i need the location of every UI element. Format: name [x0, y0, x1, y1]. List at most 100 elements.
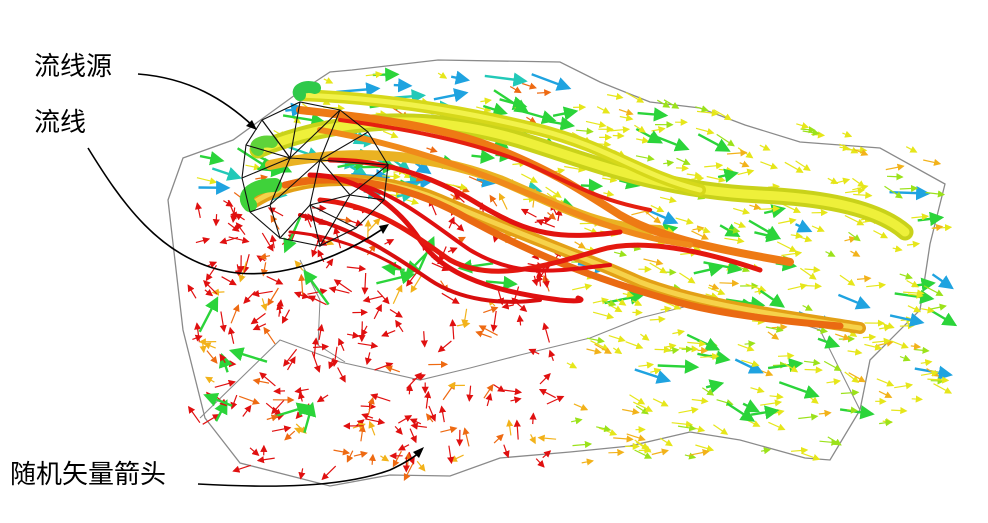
vector-arrow-icon	[636, 136, 650, 144]
vector-arrow-icon	[852, 184, 869, 192]
vector-arrow-icon	[203, 280, 218, 295]
vector-arrow-icon	[243, 290, 256, 304]
vector-arrow-icon	[328, 357, 335, 370]
vector-arrow-icon	[461, 308, 469, 327]
vector-arrow-icon	[696, 109, 719, 117]
vector-arrow-icon	[718, 166, 734, 174]
vector-arrow-icon	[892, 245, 903, 253]
vector-arrow-icon	[844, 371, 860, 384]
vector-arrow-icon	[594, 343, 612, 354]
vector-arrow-icon	[509, 85, 522, 94]
vector-arrow-icon	[194, 202, 203, 219]
vector-arrow-icon	[842, 130, 853, 138]
vector-arrow-icon	[739, 160, 750, 168]
vector-arrow-icon	[376, 270, 416, 285]
vector-arrow-icon	[546, 395, 565, 405]
vector-arrow-icon	[483, 306, 499, 314]
vector-arrow-icon	[230, 394, 238, 410]
vector-arrow-icon	[790, 231, 803, 240]
vector-arrow-icon	[194, 322, 202, 343]
vector-arrow-icon	[506, 419, 514, 436]
vector-arrow-icon	[890, 340, 909, 349]
vector-arrow-icon	[754, 228, 781, 243]
vector-arrow-icon	[914, 365, 953, 380]
vector-arrow-icon	[234, 213, 245, 221]
vector-arrow-icon	[536, 270, 544, 287]
vector-arrow-icon	[615, 298, 627, 306]
vector-arrow-icon	[283, 216, 302, 254]
vector-arrow-icon	[744, 340, 756, 348]
vector-arrow-icon	[876, 378, 895, 387]
vector-arrow-icon	[827, 436, 842, 446]
vector-arrow-icon	[397, 415, 413, 424]
vector-arrow-icon	[839, 274, 856, 286]
vector-arrow-icon	[537, 434, 557, 442]
vector-arrow-icon	[878, 390, 893, 398]
vector-arrow-icon	[695, 105, 709, 113]
vector-arrow-icon	[333, 279, 353, 293]
vector-arrow-icon	[528, 348, 540, 356]
vector-arrow-icon	[914, 346, 930, 354]
vector-arrow-icon	[482, 102, 508, 117]
vector-arrow-icon	[453, 221, 465, 232]
vector-arrow-icon	[381, 330, 396, 337]
vector-arrow-icon	[894, 382, 914, 390]
vector-arrow-icon	[485, 275, 518, 291]
vector-arrow-icon	[911, 395, 923, 403]
vector-arrow-icon	[759, 289, 785, 308]
vector-arrow-icon	[311, 352, 321, 373]
vector-arrow-icon	[767, 331, 780, 340]
vector-arrow-icon	[357, 341, 379, 349]
vector-arrow-icon	[613, 250, 628, 258]
vector-arrow-icon	[581, 458, 594, 466]
vector-arrow-icon	[572, 283, 593, 291]
vector-arrow-icon	[502, 444, 510, 459]
vector-arrow-icon	[866, 281, 887, 289]
vector-arrow-icon	[840, 389, 860, 397]
vector-arrow-icon	[362, 295, 384, 303]
vector-arrow-icon	[526, 116, 537, 124]
vector-arrow-icon	[899, 272, 913, 280]
vector-arrow-icon	[373, 304, 382, 320]
vector-arrow-icon	[394, 425, 403, 435]
vector-arrow-icon	[368, 420, 376, 436]
vector-arrow-icon	[691, 230, 709, 240]
vector-arrow-icon	[336, 216, 353, 224]
vector-arrow-icon	[447, 247, 458, 254]
vector-arrow-icon	[538, 388, 556, 399]
vector-arrow-icon	[804, 366, 823, 374]
vector-arrow-icon	[691, 397, 709, 405]
vector-arrow-icon	[522, 82, 537, 90]
vector-arrow-icon	[234, 264, 242, 278]
vector-arrow-icon	[471, 149, 496, 164]
vector-arrow-icon	[311, 239, 320, 258]
vector-arrow-icon	[580, 178, 604, 193]
vector-arrow-icon	[899, 184, 919, 193]
vector-arrow-icon	[724, 236, 745, 244]
vector-arrow-icon	[346, 450, 354, 463]
vector-arrow-icon	[800, 126, 816, 134]
vector-arrow-icon	[798, 413, 819, 421]
vector-arrow-icon	[910, 342, 922, 350]
vector-arrow-icon	[275, 402, 312, 418]
vector-arrow-icon	[570, 417, 583, 425]
vector-arrow-icon	[622, 290, 635, 298]
vector-arrow-icon	[686, 171, 703, 179]
vector-arrow-icon	[708, 283, 720, 290]
vector-arrow-icon	[635, 154, 655, 162]
vector-arrow-icon	[795, 160, 811, 171]
vector-arrow-icon	[392, 284, 403, 305]
vector-arrow-icon	[298, 391, 305, 402]
vector-arrow-icon	[657, 359, 700, 374]
vector-arrow-icon	[267, 287, 279, 307]
vector-arrow-icon	[687, 339, 707, 348]
vector-arrow-icon	[931, 310, 958, 327]
vector-arrow-icon	[650, 133, 690, 152]
vector-arrow-icon	[691, 175, 705, 183]
vector-arrow-icon	[734, 358, 764, 374]
vector-arrow-icon	[382, 130, 399, 139]
vector-arrow-icon	[726, 402, 756, 422]
vector-arrow-icon	[717, 168, 739, 183]
streamlines	[239, 81, 914, 334]
vector-arrow-icon	[675, 217, 694, 225]
